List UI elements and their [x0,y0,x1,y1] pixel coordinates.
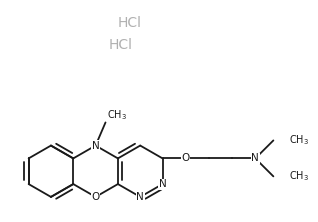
Text: CH$_3$: CH$_3$ [289,133,309,147]
Text: O: O [92,192,100,202]
Text: N: N [159,179,166,189]
Text: O: O [182,153,190,163]
Text: N: N [92,141,100,151]
Text: N: N [252,153,259,163]
Text: N: N [136,192,144,202]
Text: HCl: HCl [108,38,132,52]
Text: CH$_3$: CH$_3$ [289,169,309,183]
Text: HCl: HCl [117,16,142,30]
Text: CH$_3$: CH$_3$ [107,109,128,123]
